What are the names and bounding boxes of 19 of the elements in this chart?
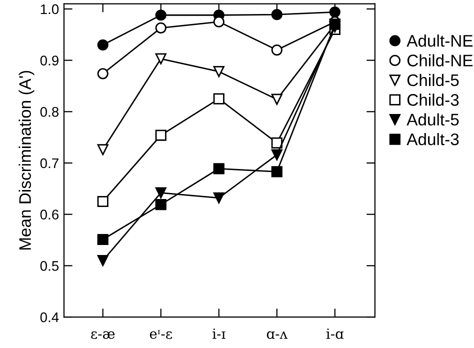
y-tick-label: 1.0	[40, 4, 59, 14]
y-tick-label: 0.6	[40, 210, 59, 220]
y-tick-label: 0.4	[40, 312, 59, 322]
x-tick-label: i-ɑ	[326, 328, 344, 339]
legend-label: Adult-5	[406, 113, 459, 126]
y-axis-title: Mean Discrimination (A')	[18, 70, 34, 250]
y-tick-label: 0.5	[40, 261, 59, 271]
legend-label: Adult-3	[406, 133, 459, 146]
legend-label: Child-NE	[407, 54, 473, 66]
x-tick-label: i-ɪ	[212, 328, 226, 339]
y-tick-label: 0.8	[40, 106, 59, 117]
y-tick-label: 0.9	[40, 56, 58, 66]
legend-label: Child-5	[407, 74, 459, 86]
x-tick-label: ɑ-ʌ	[266, 331, 288, 339]
legend-label: Adult-NE	[406, 34, 473, 47]
x-tick-label: eᶦ-ε	[150, 330, 172, 339]
x-tick-label: ε-æ	[91, 331, 115, 339]
legend-label: Child-3	[407, 94, 459, 106]
y-tick-label: 0.7	[40, 158, 58, 168]
